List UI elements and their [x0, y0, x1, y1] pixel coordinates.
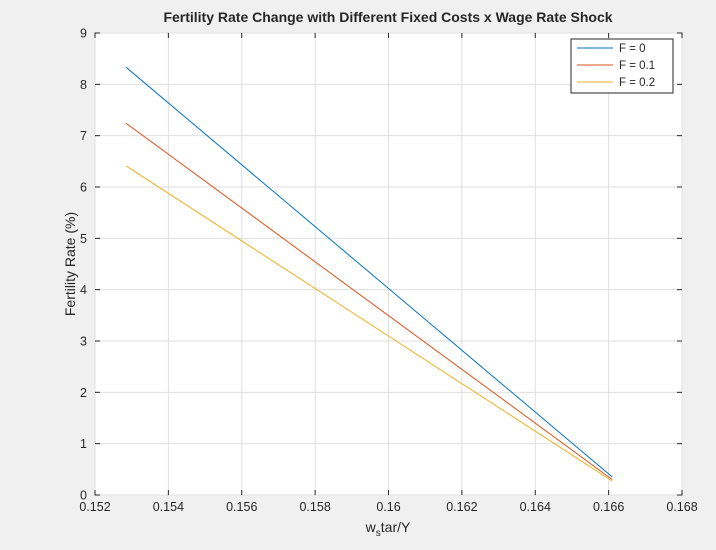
x-axis-label-subscript: s	[376, 528, 381, 539]
y-tick-label: 0	[80, 489, 87, 503]
y-tick-label: 4	[80, 283, 87, 297]
y-tick-label: 8	[80, 78, 87, 92]
y-tick-label: 6	[80, 181, 87, 195]
x-tick-label: 0.166	[593, 500, 624, 514]
legend-label-1: F = 0	[619, 43, 646, 55]
y-tick-label: 1	[80, 437, 87, 451]
x-tick-label: 0.168	[666, 500, 697, 514]
y-tick-label: 9	[80, 27, 87, 41]
legend-label-2: F = 0.1	[619, 60, 655, 72]
series-layer	[125, 67, 613, 482]
x-tick-label: 0.152	[79, 500, 110, 514]
x-axis-label-main: w	[365, 519, 377, 535]
y-tick-label: 3	[80, 335, 87, 349]
series-line-1	[125, 67, 613, 478]
x-tick-label: 0.156	[226, 500, 257, 514]
legend-label-3: F = 0.2	[619, 77, 655, 89]
series-line-3	[125, 165, 613, 482]
y-tick-label: 2	[80, 386, 87, 400]
y-axis-label: Fertility Rate (%)	[62, 212, 78, 316]
x-tick-label: 0.16	[376, 500, 400, 514]
ticks: 0.152 0.154 0.156 0.158 0.16 0.162 0.164 0.166 0…	[79, 27, 697, 515]
x-axis-label: wstar/Y	[365, 519, 411, 539]
y-tick-label: 5	[80, 232, 87, 246]
x-tick-label: 0.162	[446, 500, 477, 514]
series-line-2	[125, 122, 613, 481]
x-tick-label: 0.164	[520, 500, 551, 514]
x-axis-label-rest: tar/Y	[381, 519, 411, 535]
grid	[94, 32, 683, 496]
legend: F = 0 F = 0.1 F = 0.2	[570, 38, 674, 94]
x-tick-label: 0.158	[299, 500, 330, 514]
chart-title: Fertility Rate Change with Different Fix…	[163, 9, 612, 25]
y-tick-label: 7	[80, 129, 87, 143]
x-tick-label: 0.154	[153, 500, 184, 514]
